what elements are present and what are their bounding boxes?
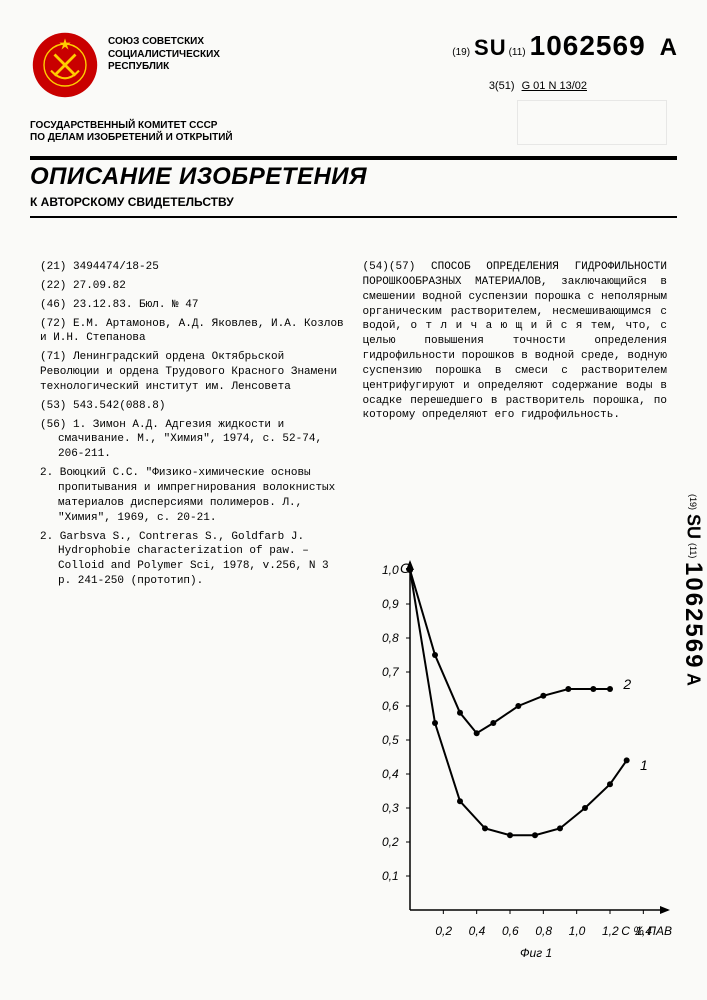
committee-line: ГОСУДАРСТВЕННЫЙ КОМИТЕТ СССР — [30, 120, 233, 132]
y-tick-label: 0,5 — [382, 733, 399, 747]
figure-caption: Фиг 1 — [520, 946, 552, 960]
doc-number: 1062569 — [530, 30, 646, 62]
y-tick-label: 0,6 — [382, 699, 399, 713]
rule-thick — [30, 156, 677, 160]
y-tick-label: 0,1 — [382, 869, 399, 883]
figure-1: G 0,10,20,30,40,50,60,70,80,91,0 0,20,40… — [360, 560, 670, 960]
field-53: (53) 543.542(088.8) — [40, 399, 345, 414]
document-title: ОПИСАНИЕ ИЗОБРЕТЕНИЯ — [30, 163, 367, 191]
publication-number: (19) SU (11) 1062569 A — [452, 30, 677, 62]
y-tick-label: 0,4 — [382, 767, 399, 781]
series-label: 1 — [640, 757, 648, 773]
committee-line: ПО ДЕЛАМ ИЗОБРЕТЕНИЙ И ОТКРЫТИЙ — [30, 132, 233, 144]
side-kind11: (11) — [688, 543, 698, 558]
document-subtitle: К АВТОРСКОМУ СВИДЕТЕЛЬСТВУ — [30, 195, 234, 209]
x-tick-label: 1,0 — [569, 924, 586, 938]
kind-code-11: (11) — [509, 47, 526, 58]
y-tick-label: 1,0 — [382, 563, 399, 577]
x-tick-label: 0,2 — [435, 924, 452, 938]
issuer-line: СОЦИАЛИСТИЧЕСКИХ — [108, 49, 238, 62]
side-kindA: A — [683, 673, 704, 686]
x-tick-label: 0,4 — [469, 924, 486, 938]
ipc-class: 3(51) G 01 N 13/02 — [489, 80, 587, 92]
field-72: (72) Е.М. Артамонов, А.Д. Яковлев, И.А. … — [40, 317, 345, 347]
chart-axes: 0,10,20,30,40,50,60,70,80,91,0 0,20,40,6… — [410, 570, 660, 920]
chart-svg — [410, 570, 670, 930]
y-tick-label: 0,3 — [382, 801, 399, 815]
issuer-line: СОЮЗ СОВЕТСКИХ — [108, 36, 238, 49]
issuer-line: РЕСПУБЛИК — [108, 61, 238, 74]
ipc-value: G 01 N 13/02 — [522, 80, 587, 92]
series-label: 2 — [623, 676, 631, 692]
abstract-text: (54)(57) СПОСОБ ОПРЕДЕЛЕНИЯ ГИДРОФИЛЬНОС… — [363, 260, 668, 423]
y-tick-label: 0,7 — [382, 665, 399, 679]
field-56-ref1: (56) 1. Зимон А.Д. Адгезия жидкости и см… — [40, 418, 345, 463]
y-tick-label: 0,8 — [382, 631, 399, 645]
field-71: (71) Ленинградский ордена Октябрьской Ре… — [40, 350, 345, 395]
x-tick-label: 0,6 — [502, 924, 519, 938]
side-cc: SU — [683, 514, 704, 539]
field-21: (21) 3494474/18-25 — [40, 260, 345, 275]
x-tick-label: 0,8 — [535, 924, 552, 938]
side-publication-number: (19) SU (11) 1062569 A — [679, 430, 707, 750]
y-tick-label: 0,2 — [382, 835, 399, 849]
kind-letter: A — [660, 34, 677, 62]
side-kind19: (19) — [688, 494, 698, 510]
body-columns: (21) 3494474/18-25 (22) 27.09.82 (46) 23… — [40, 260, 667, 593]
field-56-ref2: 2. Воюцкий С.С. "Физико-химические основ… — [40, 466, 345, 525]
x-axis-label: C % ПАВ — [621, 924, 672, 938]
kind-code-19: (19) — [452, 47, 470, 58]
rule-thin — [30, 216, 677, 218]
y-tick-label: 0,9 — [382, 597, 399, 611]
country-code: SU — [474, 35, 507, 61]
left-column: (21) 3494474/18-25 (22) 27.09.82 (46) 23… — [40, 260, 345, 593]
field-56-ref3: 2. Garbsva S., Contreras S., Goldfarb J.… — [40, 530, 345, 589]
field-22: (22) 27.09.82 — [40, 279, 345, 294]
right-column: (54)(57) СПОСОБ ОПРЕДЕЛЕНИЯ ГИДРОФИЛЬНОС… — [363, 260, 668, 593]
issuer-name: СОЮЗ СОВЕТСКИХ СОЦИАЛИСТИЧЕСКИХ РЕСПУБЛИ… — [108, 30, 238, 74]
stamp-box — [517, 100, 667, 145]
ussr-emblem-icon — [30, 30, 100, 100]
x-tick-label: 1,2 — [602, 924, 619, 938]
patent-page: СОЮЗ СОВЕТСКИХ СОЦИАЛИСТИЧЕСКИХ РЕСПУБЛИ… — [0, 0, 707, 1000]
state-committee: ГОСУДАРСТВЕННЫЙ КОМИТЕТ СССР ПО ДЕЛАМ ИЗ… — [30, 120, 233, 144]
field-46: (46) 23.12.83. Бюл. № 47 — [40, 298, 345, 313]
side-num: 1062569 — [679, 562, 707, 669]
ipc-label: 3(51) — [489, 80, 515, 92]
